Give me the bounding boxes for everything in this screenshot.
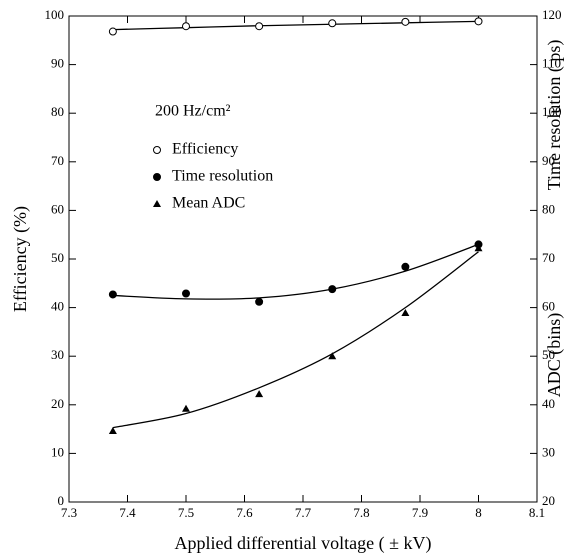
y2-tick-label: 40 — [542, 396, 555, 411]
marker — [401, 17, 410, 26]
y-axis-label: Efficiency (%) — [10, 206, 31, 312]
marker — [328, 285, 337, 294]
x-tick-label: 7.9 — [412, 505, 428, 520]
y-tick-label: 50 — [51, 250, 64, 265]
y2-tick-label: 70 — [542, 250, 555, 265]
y-tick-label: 60 — [51, 201, 64, 216]
x-tick-label: 7.6 — [236, 505, 253, 520]
marker — [328, 352, 337, 360]
x-tick-label: 8 — [475, 505, 482, 520]
plot-frame — [68, 15, 538, 503]
y2-tick-label: 120 — [542, 7, 562, 22]
y2-tick-label: 30 — [542, 444, 555, 459]
y2-tick-label: 100 — [542, 104, 562, 119]
legend-label: Efficiency — [172, 141, 238, 158]
marker — [474, 244, 483, 252]
legend-marker — [153, 200, 161, 207]
y-tick-label: 80 — [51, 104, 64, 119]
y-tick-label: 10 — [51, 444, 64, 459]
y2-tick-label: 110 — [542, 56, 561, 71]
marker — [255, 22, 264, 31]
fit-curve — [112, 251, 479, 429]
y2-tick-label: 60 — [542, 299, 555, 314]
marker — [108, 427, 117, 435]
legend-label: Mean ADC — [172, 195, 245, 212]
x-tick-label: 7.7 — [295, 505, 312, 520]
y2-tick-label: 50 — [542, 347, 555, 362]
marker — [182, 404, 190, 412]
marker — [328, 19, 337, 28]
y-tick-label: 20 — [51, 396, 64, 411]
y-tick-label: 30 — [51, 347, 64, 362]
x-tick-label: 7.3 — [61, 505, 77, 520]
x-tick-label: 7.8 — [353, 505, 369, 520]
y2-axis-label: Time resolution ( ps) — [544, 40, 565, 191]
marker — [401, 262, 410, 271]
x-tick-label: 7.5 — [178, 505, 194, 520]
y-tick-label: 40 — [51, 299, 64, 314]
marker — [401, 308, 410, 316]
legend-marker — [153, 173, 161, 181]
y2-tick-label: 90 — [542, 153, 555, 168]
y2-tick-label: 80 — [542, 201, 555, 216]
marker — [108, 290, 117, 299]
marker — [255, 390, 264, 398]
y2-axis-label: ADC (bins) — [544, 313, 565, 398]
x-axis-label: Applied differential voltage ( ± kV) — [175, 533, 432, 554]
marker — [474, 17, 483, 26]
fit-curve — [112, 243, 479, 300]
legend-marker — [153, 146, 161, 154]
fit-curve — [112, 20, 479, 31]
marker — [182, 289, 190, 298]
annotation: 200 Hz/cm² — [155, 103, 231, 120]
y-tick-label: 90 — [51, 56, 64, 71]
x-tick-label: 8.1 — [529, 505, 545, 520]
y-tick-label: 0 — [58, 493, 65, 508]
marker — [108, 27, 117, 36]
legend-label: Time resolution — [172, 168, 273, 185]
x-tick-label: 7.4 — [119, 505, 136, 520]
y2-tick-label: 20 — [542, 493, 555, 508]
marker — [255, 297, 264, 306]
y-tick-label: 70 — [51, 153, 64, 168]
y-tick-label: 100 — [45, 7, 65, 22]
marker — [182, 22, 190, 31]
